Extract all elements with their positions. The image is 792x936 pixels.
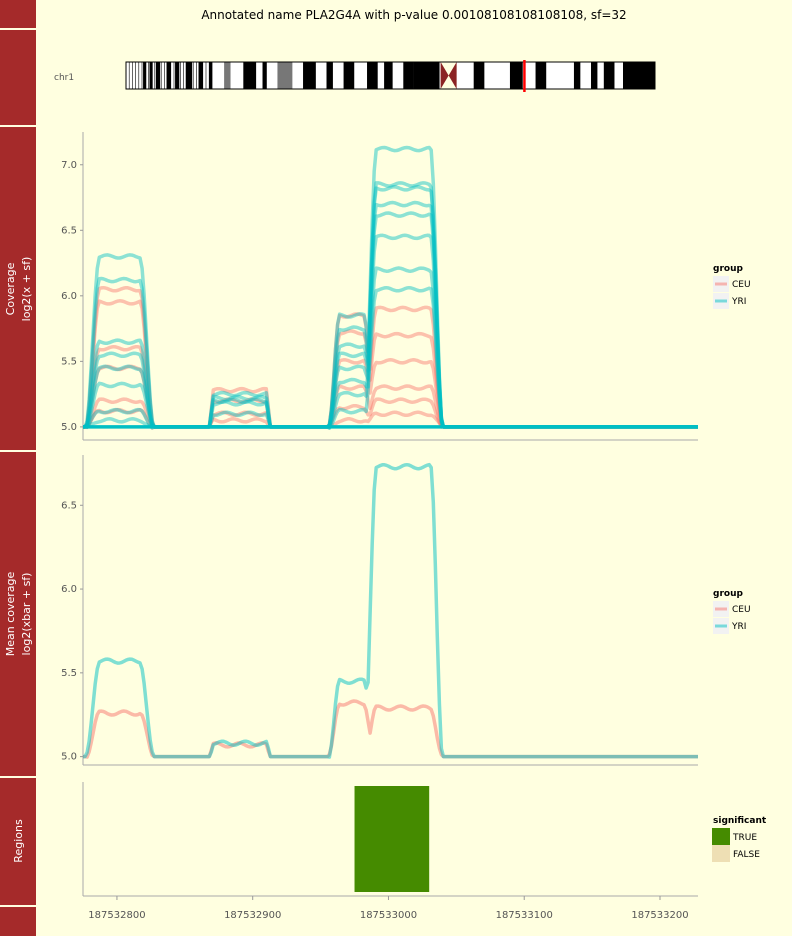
ideogram-band — [384, 62, 393, 89]
ideogram-band — [413, 62, 440, 89]
ideogram-band — [535, 62, 547, 89]
coverage-panel: 5.0 5.5 6.0 6.5 7.0 — [61, 132, 698, 441]
centromere-left — [440, 62, 449, 89]
legend-label-ceu: CEU — [732, 280, 751, 290]
ideogram-band — [623, 62, 655, 89]
y-tick-label: 5.0 — [61, 752, 77, 763]
ideogram-band — [185, 62, 193, 89]
ideogram-band — [198, 62, 203, 89]
y-tick-label: 6.0 — [61, 291, 77, 302]
y-tick-label: 6.0 — [61, 584, 77, 595]
legend-label-false: FALSE — [733, 850, 760, 860]
ideogram-band — [603, 62, 615, 89]
ideogram-band — [326, 62, 333, 89]
strip-label-mean-2: log2(xbar + sf) — [20, 573, 33, 656]
legend-title: group — [713, 589, 743, 599]
strip-label-coverage-2: log2(x + sf) — [20, 257, 33, 322]
x-axis: 187532800 187532900 187533000 187533100 1875… — [88, 896, 689, 921]
ideogram-band — [277, 62, 293, 89]
ideogram-border — [125, 61, 656, 90]
ideogram-band — [262, 62, 267, 89]
legend-key-false — [712, 845, 730, 862]
ideogram-band — [509, 62, 523, 89]
legend-label-ceu: CEU — [732, 605, 751, 615]
x-tick-label: 187532800 — [88, 910, 145, 921]
legend-label-yri: YRI — [731, 297, 746, 307]
ideogram-band — [224, 62, 231, 89]
strip-ideogram — [0, 30, 36, 125]
legend-coverage: group CEU YRI — [713, 264, 751, 309]
ideogram — [125, 60, 656, 92]
legend-title: group — [713, 264, 743, 274]
strip-coverage — [0, 127, 36, 450]
y-tick-label: 5.0 — [61, 422, 77, 433]
strip-label-mean-1: Mean coverage — [4, 572, 17, 657]
centromere-right — [448, 62, 457, 89]
region-bar — [354, 786, 430, 892]
y-tick-label: 6.5 — [61, 500, 77, 511]
strip-regions — [0, 778, 36, 905]
ideogram-band — [166, 62, 171, 89]
x-tick-label: 187533000 — [360, 910, 417, 921]
strip-mean — [0, 452, 36, 776]
ideogram-band — [403, 62, 414, 89]
y-tick-label: 5.5 — [61, 668, 77, 679]
chart-title: Annotated name PLA2G4A with p-value 0.00… — [201, 8, 626, 22]
ideogram-band — [343, 62, 355, 89]
ideogram-band — [573, 62, 581, 89]
strip-label-regions: Regions — [12, 819, 25, 863]
ideogram-band — [591, 62, 598, 89]
ideogram-band — [243, 62, 257, 89]
legend-label-true: TRUE — [732, 833, 757, 843]
legend-regions: significant TRUE FALSE — [712, 816, 767, 862]
strip-label-coverage-1: Coverage — [4, 262, 17, 315]
ideogram-band — [367, 62, 378, 89]
strip-title — [0, 0, 36, 28]
y-tick-label: 7.0 — [61, 160, 77, 171]
x-tick-label: 187533100 — [496, 910, 553, 921]
legend-key-true — [712, 828, 730, 845]
x-tick-label: 187532900 — [224, 910, 281, 921]
x-tick-label: 187533200 — [631, 910, 688, 921]
ideogram-band — [473, 62, 485, 89]
chromosome-label: chr1 — [54, 73, 74, 83]
legend-mean: group CEU YRI — [713, 589, 751, 634]
strip-axis — [0, 907, 36, 936]
ideogram-band — [209, 62, 213, 89]
legend-title: significant — [713, 816, 767, 826]
ideogram-band — [149, 62, 153, 89]
y-tick-label: 6.5 — [61, 225, 77, 236]
mean-coverage-panel: 5.0 5.5 6.0 6.5 — [61, 455, 698, 766]
y-tick-label: 5.5 — [61, 356, 77, 367]
legend-label-yri: YRI — [731, 622, 746, 632]
ideogram-band — [303, 62, 316, 89]
regions-panel — [82, 782, 698, 897]
ideogram-band — [143, 62, 147, 89]
series-line-yri — [83, 462, 698, 759]
